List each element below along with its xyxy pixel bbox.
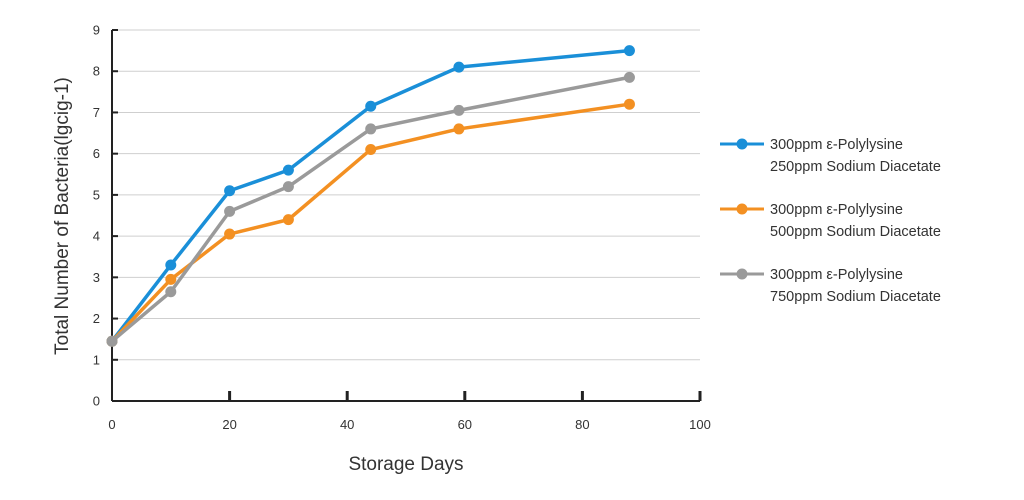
- y-tick-label: 8: [93, 64, 100, 79]
- legend-label: 300ppm ε-Polylysine: [770, 137, 903, 153]
- legend-swatch-marker: [736, 268, 748, 280]
- data-point: [623, 98, 635, 110]
- data-point: [365, 123, 377, 135]
- x-tick-labels: 0 20 40 60 80 100: [108, 417, 710, 432]
- series-layer: [106, 45, 635, 347]
- legend-label: 300ppm ε-Polylysine: [770, 267, 903, 283]
- x-tick-label: 60: [458, 417, 472, 432]
- data-point: [165, 273, 177, 285]
- y-tick-label: 5: [93, 187, 100, 202]
- legend-label: 300ppm ε-Polylysine: [770, 202, 903, 218]
- legend: 300ppm ε-Polylysine 250ppm Sodium Diaceta…: [720, 137, 941, 305]
- data-point: [623, 45, 635, 57]
- y-tick-label: 3: [93, 270, 100, 285]
- y-tick-label: 6: [93, 146, 100, 161]
- y-tick-label: 9: [93, 23, 100, 38]
- y-axis-title: Total Number of Bacteria(lgcig-1): [52, 77, 73, 355]
- data-point: [365, 144, 377, 156]
- y-tick-labels: 0 1 2 3 4 5 6 7 8 9: [93, 23, 100, 409]
- x-tick-label: 20: [222, 417, 236, 432]
- legend-entry-2: 300ppm ε-Polylysine 500ppm Sodium Diaceta…: [720, 202, 941, 240]
- data-point: [224, 205, 236, 217]
- data-point: [224, 185, 236, 197]
- legend-label: 750ppm Sodium Diacetate: [770, 289, 941, 305]
- x-tick-label: 100: [689, 417, 711, 432]
- series-line: [110, 102, 632, 343]
- data-point: [165, 259, 177, 271]
- legend-entry-3: 300ppm ε-Polylysine 750ppm Sodium Diaceta…: [720, 267, 941, 305]
- legend-entry-1: 300ppm ε-Polylysine 250ppm Sodium Diaceta…: [720, 137, 941, 175]
- legend-swatch-marker: [736, 203, 748, 215]
- data-point: [623, 71, 635, 83]
- y-tick-label: 7: [93, 105, 100, 120]
- y-tick-label: 2: [93, 311, 100, 326]
- data-point: [453, 123, 465, 135]
- y-tick-label: 4: [93, 229, 100, 244]
- data-point: [282, 164, 294, 176]
- series-2: [106, 98, 635, 347]
- x-tick-label: 40: [340, 417, 354, 432]
- y-tick-label: 1: [93, 352, 100, 367]
- data-point: [106, 335, 118, 347]
- series-3: [106, 71, 635, 347]
- data-point: [224, 228, 236, 240]
- y-tick-label: 0: [93, 394, 100, 409]
- axes: [111, 29, 702, 402]
- series-line: [110, 48, 632, 343]
- series-1: [106, 45, 635, 347]
- data-point: [282, 181, 294, 193]
- legend-label: 500ppm Sodium Diacetate: [770, 224, 941, 240]
- data-point: [365, 100, 377, 112]
- x-tick-label: 0: [108, 417, 115, 432]
- legend-label: 250ppm Sodium Diacetate: [770, 159, 941, 175]
- x-axis-title: Storage Days: [348, 454, 463, 475]
- x-tick-label: 80: [575, 417, 589, 432]
- data-point: [453, 61, 465, 73]
- data-point: [282, 214, 294, 226]
- data-point: [165, 286, 177, 298]
- legend-swatch-marker: [736, 138, 748, 150]
- data-point: [453, 104, 465, 116]
